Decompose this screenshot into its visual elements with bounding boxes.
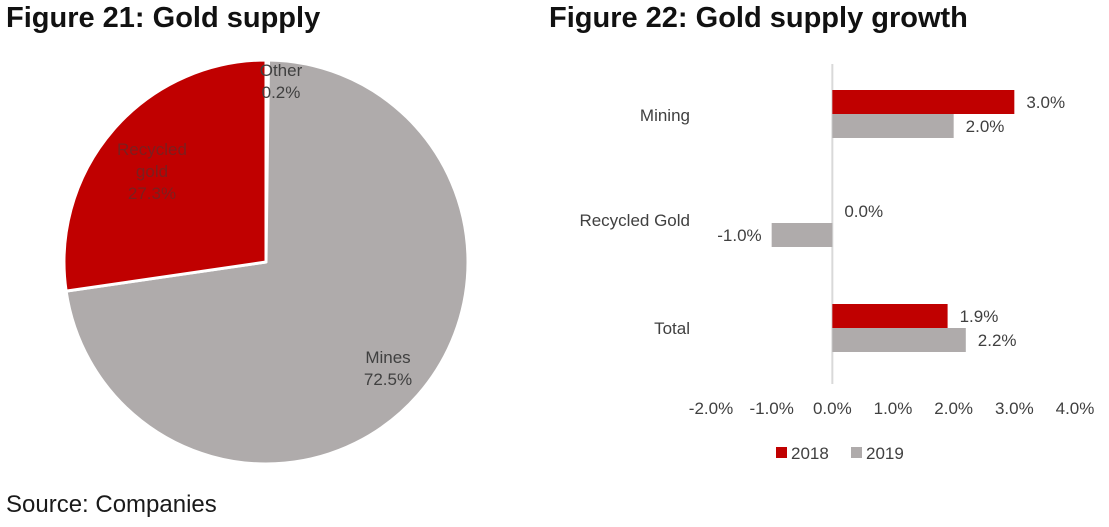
x-tick-label: -2.0%: [689, 399, 733, 418]
bar-value-label: 2.0%: [966, 117, 1005, 136]
bar-2019: [832, 114, 954, 138]
category-label: Mining: [640, 106, 690, 125]
legend-label-2019: 2019: [866, 444, 904, 463]
pie-label-mines: Mines 72.5%: [364, 348, 412, 389]
source-note: Source: Companies: [6, 491, 217, 518]
category-label: Recycled Gold: [579, 211, 690, 230]
pie-label-recycled-gold: Recycled gold 27.3%: [117, 140, 187, 203]
bar-chart-title: Figure 22: Gold supply growth: [549, 2, 968, 34]
pie-label-other: Other 0.2%: [260, 61, 303, 102]
x-tick-label: 0.0%: [813, 399, 852, 418]
x-tick-label: 1.0%: [874, 399, 913, 418]
pie-chart-title: Figure 21: Gold supply: [6, 2, 321, 34]
bar-value-label: 0.0%: [844, 202, 883, 221]
bar-value-label: 1.9%: [960, 307, 999, 326]
x-tick-label: 4.0%: [1056, 399, 1095, 418]
x-tick-label: 3.0%: [995, 399, 1034, 418]
bar-2018: [832, 304, 948, 328]
x-tick-label: -1.0%: [749, 399, 793, 418]
bar-2019: [832, 328, 966, 352]
gold-supply-pie-chart: Other 0.2% Mines 72.5% Recycled gold 27.3%: [62, 58, 470, 466]
gold-supply-growth-bar-chart: Mining Recycled Gold Total 3.0% 0.0% 1.9% 2.0%…: [579, 64, 1095, 463]
legend-swatch-2019: [851, 447, 862, 458]
bar-value-label: 2.2%: [978, 331, 1017, 350]
x-tick-label: 2.0%: [934, 399, 973, 418]
bar-value-label: 3.0%: [1026, 93, 1065, 112]
bar-2018: [832, 90, 1015, 114]
legend-swatch-2018: [776, 447, 787, 458]
pie-slice-recycled-gold: [62, 58, 268, 293]
legend-label-2018: 2018: [791, 444, 829, 463]
category-label: Total: [654, 319, 690, 338]
bar-value-label: -1.0%: [717, 226, 761, 245]
bar-2019: [771, 223, 833, 247]
